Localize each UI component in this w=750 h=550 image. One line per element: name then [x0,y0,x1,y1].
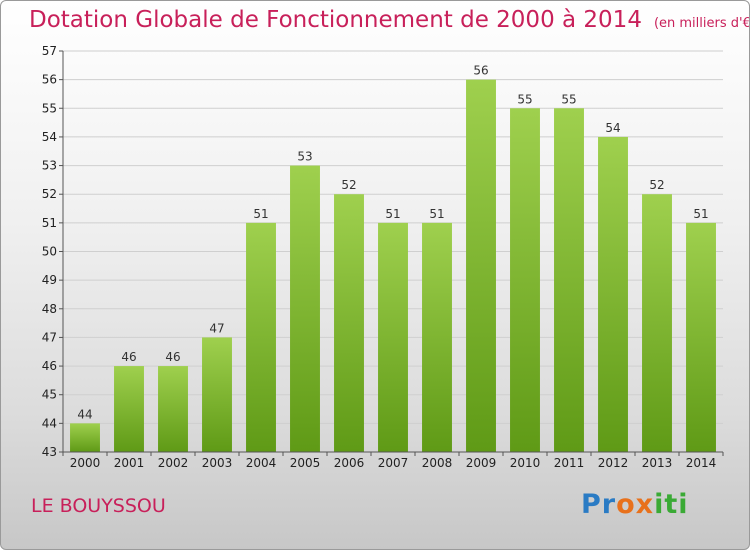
x-tick-label: 2000 [70,456,101,470]
value-label: 51 [253,207,268,221]
y-tick-label: 46 [42,359,57,373]
bar [246,222,276,452]
value-label: 56 [473,64,488,78]
value-label: 55 [517,92,532,106]
y-tick-label: 56 [42,73,57,87]
x-tick-label: 2010 [510,456,541,470]
x-tick-label: 2005 [290,456,321,470]
y-tick-label: 57 [42,44,57,58]
bar [202,337,232,452]
y-tick-label: 48 [42,302,57,316]
x-tick-label: 2014 [686,456,717,470]
title-text: Dotation Globale de Fonctionnement de 20… [29,7,642,33]
x-tick-label: 2002 [158,456,189,470]
value-label: 46 [165,350,180,364]
x-tick-label: 2012 [598,456,629,470]
x-tick-label: 2004 [246,456,277,470]
commune-name: LE BOUYSSOU [31,495,166,517]
bar [422,222,452,452]
bars [70,79,716,453]
x-tick-label: 2007 [378,456,409,470]
y-tick-label: 55 [42,101,57,115]
value-label: 51 [385,207,400,221]
axes: 43 44 45 46 47 48 49 50 51 52 53 54 55 56 57 2000 2001 20… [42,44,724,470]
bar [378,222,408,452]
y-tick-label: 53 [42,159,57,173]
value-label: 47 [209,321,224,335]
bar [642,194,672,452]
y-tick-label: 43 [42,445,57,459]
x-tick-label: 2009 [466,456,497,470]
value-label: 55 [561,92,576,106]
bar [114,366,144,452]
y-tick-label: 47 [42,330,57,344]
bar [598,136,628,452]
bar [158,366,188,452]
y-tick-label: 44 [42,416,57,430]
value-label: 54 [605,121,620,135]
bar [290,165,320,453]
value-label: 51 [429,207,444,221]
y-tick-label: 52 [42,187,57,201]
bar [334,194,364,452]
value-label: 52 [649,178,664,192]
y-tick-label: 49 [42,273,57,287]
chart-title: Dotation Globale de Fonctionnement de 20… [29,7,750,33]
x-tick-label: 2003 [202,456,233,470]
value-label: 52 [341,178,356,192]
x-tick-label: 2008 [422,456,453,470]
bar [70,423,100,452]
bar [686,222,716,452]
value-label: 53 [297,150,312,164]
x-tick-label: 2011 [554,456,585,470]
value-label: 44 [77,407,92,421]
x-tick-label: 2006 [334,456,365,470]
y-tick-label: 54 [42,130,57,144]
bar [554,108,584,453]
y-tick-label: 51 [42,216,57,230]
value-label: 46 [121,350,136,364]
y-tick-label: 50 [42,245,57,259]
bar [510,108,540,453]
proxiti-logo: Proxiti [581,489,689,520]
y-tick-label: 45 [42,388,57,402]
x-tick-label: 2013 [642,456,673,470]
bar [466,79,496,453]
x-tick-label: 2001 [114,456,145,470]
chart-subtitle: (en milliers d'€) [653,16,750,31]
value-label: 51 [693,207,708,221]
value-labels: 44 46 46 47 51 53 52 51 51 56 55 55 54 52 51 [77,64,708,422]
